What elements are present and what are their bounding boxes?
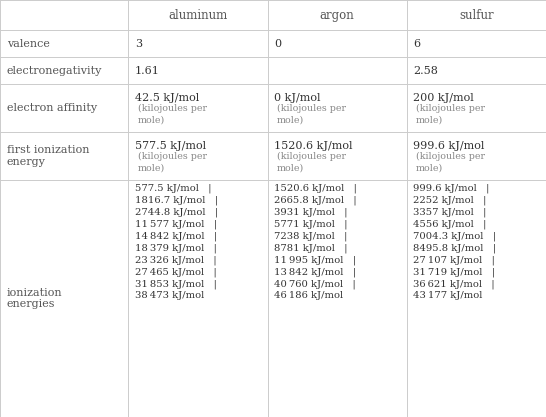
Text: 577.5 kJ/mol   |
1816.7 kJ/mol   |
2744.8 kJ/mol   |
11 577 kJ/mol   |
14 842 kJ: 577.5 kJ/mol | 1816.7 kJ/mol | 2744.8 kJ… — [135, 183, 218, 300]
Text: sulfur: sulfur — [459, 8, 494, 22]
Text: 0 kJ/mol: 0 kJ/mol — [274, 93, 321, 103]
Text: 1520.6 kJ/mol   |
2665.8 kJ/mol   |
3931 kJ/mol   |
5771 kJ/mol   |
7238 kJ/mol : 1520.6 kJ/mol | 2665.8 kJ/mol | 3931 kJ/… — [274, 183, 357, 300]
Text: 2.58: 2.58 — [413, 66, 438, 75]
Text: aluminum: aluminum — [168, 8, 228, 22]
Text: 42.5 kJ/mol: 42.5 kJ/mol — [135, 93, 199, 103]
Text: ionization
energies: ionization energies — [7, 288, 62, 309]
Text: (kilojoules per
mole): (kilojoules per mole) — [138, 104, 206, 124]
Text: electronegativity: electronegativity — [7, 66, 102, 75]
Text: electron affinity: electron affinity — [7, 103, 97, 113]
Text: first ionization
energy: first ionization energy — [7, 146, 89, 167]
Text: 999.6 kJ/mol: 999.6 kJ/mol — [413, 141, 485, 151]
Text: 0: 0 — [274, 39, 281, 48]
Text: valence: valence — [7, 39, 50, 48]
Text: 577.5 kJ/mol: 577.5 kJ/mol — [135, 141, 206, 151]
Text: 1.61: 1.61 — [135, 66, 160, 75]
Text: (kilojoules per
mole): (kilojoules per mole) — [138, 152, 206, 172]
Text: 1520.6 kJ/mol: 1520.6 kJ/mol — [274, 141, 353, 151]
Text: 999.6 kJ/mol   |
2252 kJ/mol   |
3357 kJ/mol   |
4556 kJ/mol   |
7004.3 kJ/mol  : 999.6 kJ/mol | 2252 kJ/mol | 3357 kJ/mol… — [413, 183, 496, 300]
Text: 3: 3 — [135, 39, 142, 48]
Text: 6: 6 — [413, 39, 420, 48]
Text: (kilojoules per
mole): (kilojoules per mole) — [416, 104, 485, 124]
Text: (kilojoules per
mole): (kilojoules per mole) — [277, 104, 346, 124]
Text: argon: argon — [320, 8, 354, 22]
Text: 200 kJ/mol: 200 kJ/mol — [413, 93, 474, 103]
Text: (kilojoules per
mole): (kilojoules per mole) — [277, 152, 346, 172]
Text: (kilojoules per
mole): (kilojoules per mole) — [416, 152, 485, 172]
